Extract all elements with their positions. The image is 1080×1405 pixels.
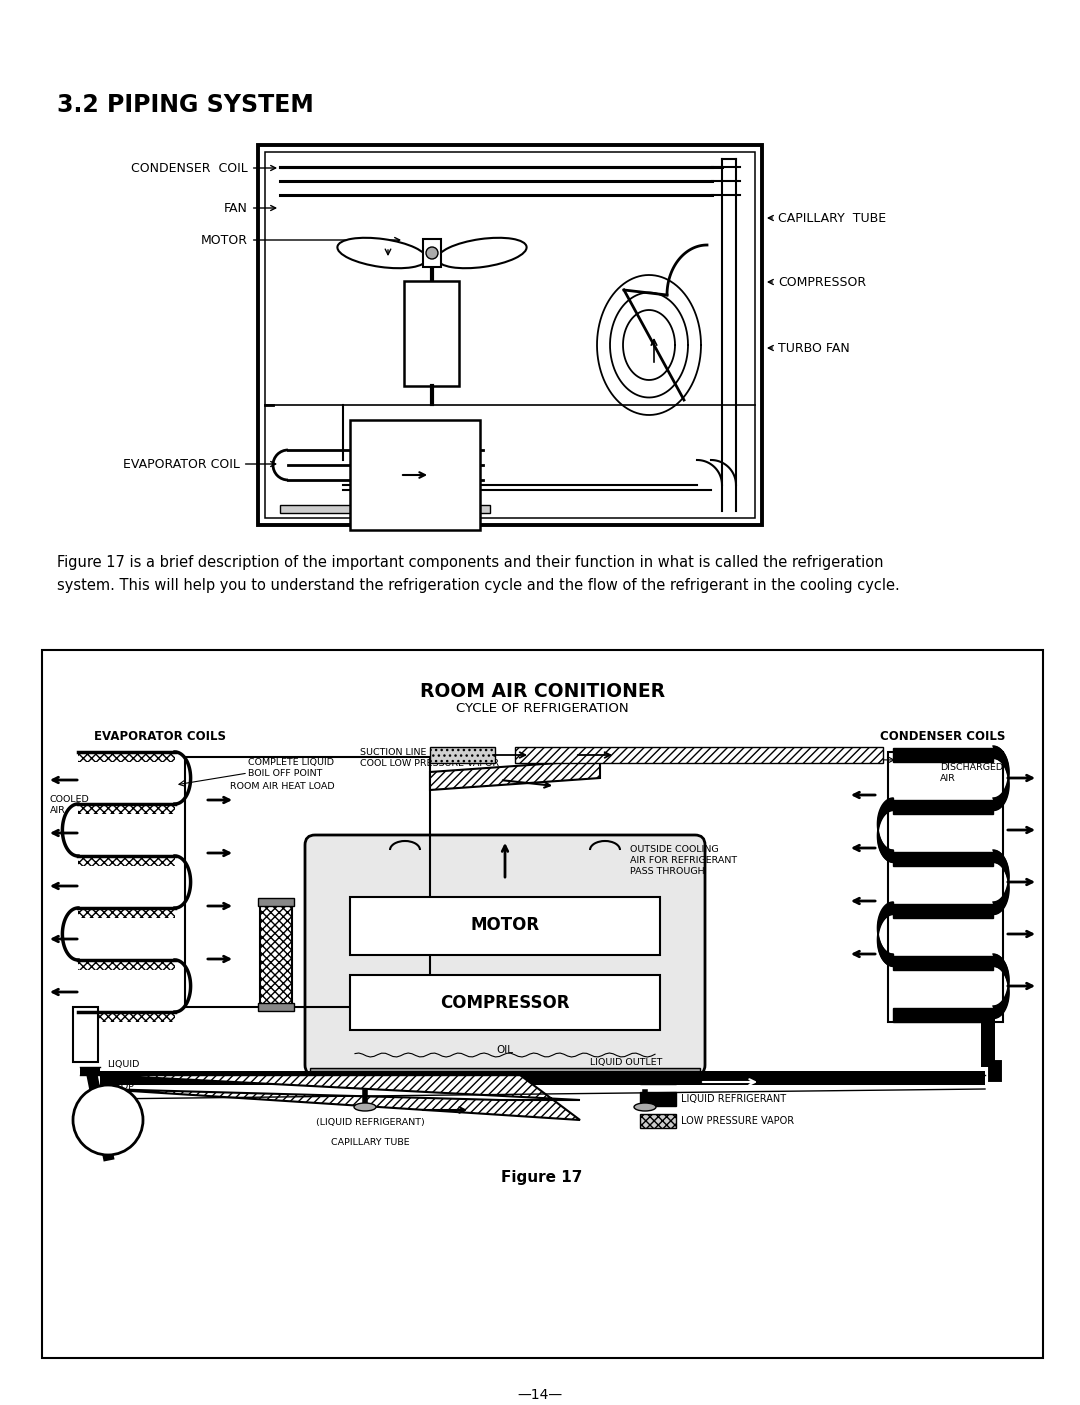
- Ellipse shape: [337, 237, 427, 268]
- Text: Figure 17 is a brief description of the important components and their function : Figure 17 is a brief description of the …: [57, 555, 883, 570]
- Bar: [404, 281, 459, 386]
- Text: SUCTION LINE
COOL LOW PRESSURE VAPOR: SUCTION LINE COOL LOW PRESSURE VAPOR: [360, 747, 499, 769]
- Ellipse shape: [437, 237, 527, 268]
- Text: LOW PRESSURE VAPOR: LOW PRESSURE VAPOR: [681, 1116, 794, 1125]
- Bar: [640, 1114, 676, 1128]
- Bar: [893, 851, 993, 865]
- Text: OIL: OIL: [497, 1045, 513, 1055]
- Polygon shape: [430, 760, 600, 790]
- Circle shape: [73, 1085, 143, 1155]
- Text: CAPILLARY  TUBE: CAPILLARY TUBE: [768, 212, 886, 225]
- Bar: [893, 1007, 993, 1021]
- Bar: [893, 747, 993, 762]
- Text: COMPRESSOR: COMPRESSOR: [441, 993, 570, 1012]
- Text: LIQUID REFRIGERANT: LIQUID REFRIGERANT: [681, 1094, 786, 1104]
- Text: (LIQUID REFRIGERANT): (LIQUID REFRIGERANT): [315, 1118, 424, 1127]
- Ellipse shape: [354, 1103, 376, 1111]
- Text: COMPLETE LIQUID
BOIL OFF POINT: COMPLETE LIQUID BOIL OFF POINT: [248, 759, 334, 778]
- Bar: [78, 804, 175, 813]
- Text: ROOM AIR HEAT LOAD: ROOM AIR HEAT LOAD: [230, 783, 335, 791]
- Text: MOTOR: MOTOR: [201, 233, 400, 246]
- Bar: [78, 752, 175, 762]
- Text: EVAPORATOR COIL: EVAPORATOR COIL: [123, 458, 275, 471]
- Text: HOT
DISCHARGED
AIR: HOT DISCHARGED AIR: [940, 752, 1003, 783]
- Bar: [350, 896, 660, 955]
- Text: MOTOR: MOTOR: [471, 916, 540, 934]
- Bar: [258, 145, 762, 525]
- Bar: [893, 955, 993, 969]
- Bar: [640, 1071, 676, 1085]
- Bar: [893, 799, 993, 813]
- Text: HIGH PRESSURE VAPOR: HIGH PRESSURE VAPOR: [681, 1072, 797, 1082]
- Text: COMPRESSOR: COMPRESSOR: [768, 275, 866, 288]
- Bar: [73, 1007, 98, 1062]
- Text: CYCLE OF REFRIGERATION: CYCLE OF REFRIGERATION: [456, 702, 629, 715]
- FancyBboxPatch shape: [305, 835, 705, 1075]
- Bar: [640, 1092, 676, 1106]
- Bar: [78, 856, 175, 865]
- Text: FAN: FAN: [225, 201, 275, 215]
- Bar: [258, 898, 294, 906]
- Bar: [888, 752, 1003, 1021]
- Bar: [350, 975, 660, 1030]
- Bar: [80, 1066, 100, 1075]
- Text: TURBO FAN: TURBO FAN: [768, 341, 850, 354]
- Bar: [893, 903, 993, 917]
- Text: 3.2 PIPING SYSTEM: 3.2 PIPING SYSTEM: [57, 93, 314, 117]
- Text: Figure 17: Figure 17: [501, 1170, 583, 1184]
- Text: CAPILLARY TUBE: CAPILLARY TUBE: [330, 1138, 409, 1146]
- Bar: [310, 1068, 700, 1080]
- Bar: [78, 1012, 175, 1021]
- Bar: [185, 757, 430, 1007]
- Text: ROOM AIR CONITIONER: ROOM AIR CONITIONER: [420, 681, 665, 701]
- Text: VAPOR INLET: VAPOR INLET: [555, 752, 617, 762]
- Text: LIQUID OUTLET: LIQUID OUTLET: [590, 1058, 662, 1066]
- Text: CONDENSER  COIL: CONDENSER COIL: [132, 162, 275, 174]
- Bar: [981, 1014, 995, 1066]
- Bar: [430, 747, 495, 763]
- Bar: [350, 420, 480, 530]
- Bar: [423, 239, 441, 267]
- Text: OUTSIDE COOLING
AIR FOR REFRIGERANT
PASS THROUGH: OUTSIDE COOLING AIR FOR REFRIGERANT PASS…: [630, 844, 738, 877]
- Bar: [258, 1003, 294, 1012]
- Text: EVAPORATOR COILS: EVAPORATOR COILS: [94, 731, 226, 743]
- Bar: [78, 908, 175, 917]
- Bar: [42, 651, 1043, 1359]
- Bar: [100, 1071, 985, 1085]
- Polygon shape: [100, 1075, 580, 1120]
- Bar: [515, 747, 883, 763]
- Ellipse shape: [634, 1103, 656, 1111]
- Text: LIQUID
PRESSURE
DROP: LIQUID PRESSURE DROP: [107, 1059, 157, 1092]
- Bar: [78, 960, 175, 969]
- Bar: [260, 901, 292, 1005]
- Bar: [265, 152, 755, 518]
- Bar: [280, 504, 490, 513]
- Text: system. This will help you to understand the refrigeration cycle and the flow of: system. This will help you to understand…: [57, 577, 900, 593]
- Text: CONDENSER COILS: CONDENSER COILS: [880, 731, 1005, 743]
- Text: COOLED
AIR: COOLED AIR: [50, 795, 90, 815]
- Circle shape: [426, 247, 438, 259]
- Text: —14—: —14—: [517, 1388, 563, 1402]
